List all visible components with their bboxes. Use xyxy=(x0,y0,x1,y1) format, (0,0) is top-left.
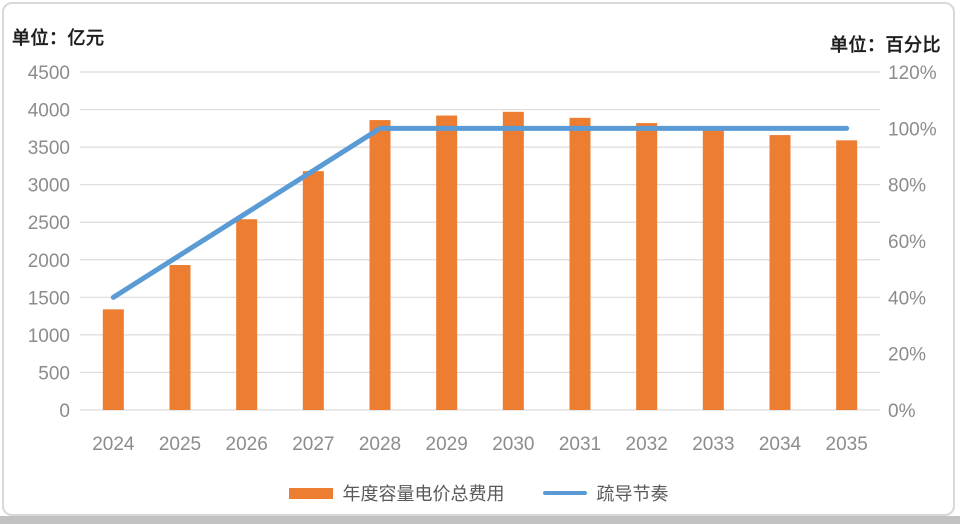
x-axis-label: 2035 xyxy=(826,434,868,455)
x-axis-label: 2032 xyxy=(626,434,668,455)
right-axis-tick-label: 100% xyxy=(888,119,937,140)
left-axis-tick-label: 2000 xyxy=(28,251,70,272)
bar-2024 xyxy=(102,309,124,410)
x-axis-label: 2024 xyxy=(92,434,135,455)
left-axis-tick-label: 3000 xyxy=(28,176,70,197)
x-axis-label: 2034 xyxy=(759,434,802,455)
bar-2030 xyxy=(502,111,524,410)
line-series-swatch xyxy=(542,491,587,495)
right-axis-tick-label: 120% xyxy=(888,63,937,84)
bar-2031 xyxy=(569,117,591,410)
bar-2027 xyxy=(302,171,324,410)
x-axis-label: 2028 xyxy=(359,434,401,455)
left-axis-unit-label: 单位：亿元 xyxy=(12,28,105,48)
right-axis-unit-label: 单位：百分比 xyxy=(830,35,941,55)
right-axis-tick-label: 60% xyxy=(888,232,926,253)
bottom-strip xyxy=(0,516,960,524)
chart-legend: 年度容量电价总费用 疏导节奏 xyxy=(4,480,953,506)
left-axis-tick-label: 500 xyxy=(38,363,70,384)
bar-2028 xyxy=(369,120,391,411)
bar-series-label: 年度容量电价总费用 xyxy=(342,484,505,504)
bar-2026 xyxy=(236,219,258,410)
legend-item-bar-series: 年度容量电价总费用 xyxy=(288,480,505,506)
bar-2035 xyxy=(836,140,858,410)
x-axis-label: 2025 xyxy=(159,434,201,455)
left-axis-tick-label: 3500 xyxy=(28,138,70,159)
right-axis-tick-label: 0% xyxy=(888,401,916,422)
left-axis-tick-label: 4000 xyxy=(28,101,70,122)
x-axis-label: 2030 xyxy=(492,434,534,455)
right-axis-tick-label: 20% xyxy=(888,345,926,366)
x-axis-label: 2033 xyxy=(692,434,734,455)
bar-2034 xyxy=(769,135,791,411)
right-axis-tick-label: 40% xyxy=(888,288,926,309)
x-axis-label: 2027 xyxy=(292,434,334,455)
legend-item-line-series: 疏导节奏 xyxy=(542,480,669,506)
left-axis-tick-label: 0 xyxy=(59,401,70,422)
bar-2033 xyxy=(702,129,724,410)
left-axis-tick-label: 4500 xyxy=(28,63,70,84)
chart-card: 单位：亿元 单位：百分比 0 500 1000 1500 2000 2500 3000 350… xyxy=(2,2,955,516)
bar-2032 xyxy=(636,123,658,410)
line-series-label: 疏导节奏 xyxy=(596,484,669,504)
trend-line xyxy=(110,125,850,300)
combo-bar-line-chart: 0 500 1000 1500 2000 2500 3000 3500 4000 4500 0% 20… xyxy=(28,63,937,455)
bar-2025 xyxy=(169,265,191,410)
x-axis-label: 2031 xyxy=(559,434,601,455)
left-axis-tick-label: 1000 xyxy=(28,326,70,347)
bar-2029 xyxy=(436,115,458,410)
x-axis-label: 2029 xyxy=(426,434,468,455)
left-axis-tick-label: 1500 xyxy=(28,288,70,309)
right-axis-tick-label: 80% xyxy=(888,176,926,197)
x-axis-label: 2026 xyxy=(226,434,268,455)
left-axis-tick-label: 2500 xyxy=(28,213,70,234)
bar-series-swatch xyxy=(288,487,333,499)
